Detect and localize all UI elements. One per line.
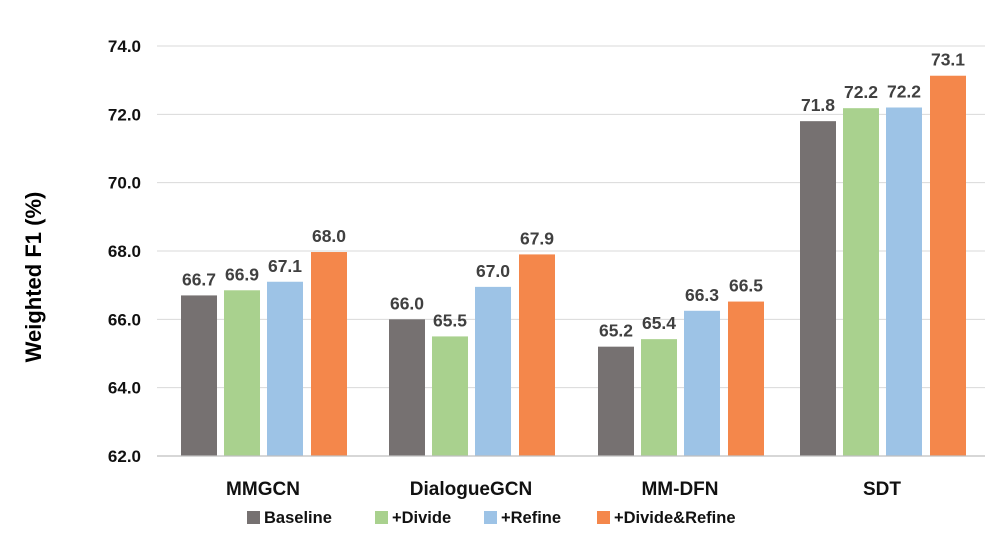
data-label: 72.2	[887, 82, 921, 102]
data-labels: 66.7 66.0 65.2 71.8 66.9 65.5 65.4 72.2 67.1 67.0…	[182, 50, 965, 341]
x-tick-label: MMGCN	[226, 479, 300, 500]
bar-mm-dfn-0	[598, 346, 634, 456]
data-label: 65.2	[599, 321, 633, 341]
legend-label: +Divide&Refine	[614, 509, 736, 527]
bar-dialoguegcn-0	[389, 319, 425, 456]
data-label: 65.4	[642, 313, 676, 333]
legend-label: +Refine	[501, 509, 561, 527]
data-label: 66.0	[390, 293, 424, 313]
legend-label: +Divide	[392, 509, 451, 527]
x-tick-label: DialogueGCN	[410, 479, 532, 500]
bar-mmgcn-1	[224, 290, 260, 456]
y-tick-label: 62.0	[108, 447, 141, 466]
y-tick-label: 68.0	[108, 242, 141, 261]
y-tick-label: 64.0	[108, 379, 141, 398]
y-axis: 62.0 64.0 66.0 68.0 70.0 72.0 74.0	[108, 37, 141, 466]
bar-sdt-3	[930, 75, 966, 456]
bar-mmgcn-0	[181, 295, 217, 456]
bar-mm-dfn-2	[684, 310, 720, 456]
y-tick-label: 72.0	[108, 105, 141, 124]
legend-swatch	[375, 511, 388, 524]
data-label: 66.7	[182, 269, 216, 289]
bar-mm-dfn-3	[728, 301, 764, 456]
y-tick-label: 74.0	[108, 37, 141, 56]
bar-sdt-1	[843, 108, 879, 456]
data-label: 67.0	[476, 261, 510, 281]
bar-sdt-2	[886, 107, 922, 456]
legend-swatch	[597, 511, 610, 524]
data-label: 72.2	[844, 82, 878, 102]
x-tick-label: SDT	[863, 479, 901, 500]
y-tick-label: 66.0	[108, 310, 141, 329]
legend-swatch	[484, 511, 497, 524]
data-label: 68.0	[312, 226, 346, 246]
legend: Baseline +Divide +Refine +Divide&Refine	[247, 509, 736, 527]
data-label: 71.8	[801, 95, 835, 115]
data-label: 66.5	[729, 276, 763, 296]
data-label: 66.9	[225, 264, 259, 284]
x-axis: MMGCN DialogueGCN MM-DFN SDT	[226, 479, 901, 500]
bar-sdt-0	[800, 121, 836, 457]
data-label: 65.5	[433, 310, 467, 330]
data-label: 67.9	[520, 228, 554, 248]
y-axis-label: Weighted F1 (%)	[21, 192, 46, 363]
bar-dialoguegcn-3	[519, 254, 555, 456]
data-label: 66.3	[685, 285, 719, 305]
bar-dialoguegcn-1	[432, 336, 468, 456]
bar-dialoguegcn-2	[475, 286, 511, 456]
data-label: 67.1	[268, 256, 302, 276]
bar-mmgcn-2	[267, 281, 303, 456]
bar-mm-dfn-1	[641, 339, 677, 456]
legend-swatch	[247, 511, 260, 524]
bars	[181, 75, 966, 457]
x-tick-label: MM-DFN	[641, 479, 718, 500]
y-tick-label: 70.0	[108, 174, 141, 193]
bar-mmgcn-3	[311, 252, 347, 456]
legend-label: Baseline	[264, 509, 332, 527]
data-label: 73.1	[931, 50, 965, 70]
